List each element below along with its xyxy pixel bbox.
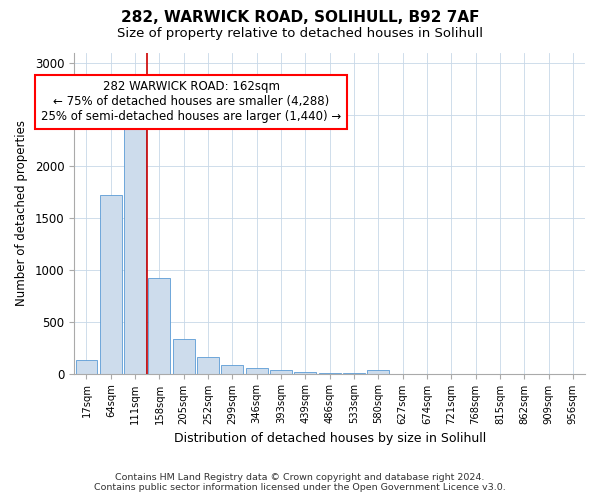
Bar: [124, 128, 146, 374]
Bar: [100, 196, 122, 374]
Y-axis label: Number of detached properties: Number of detached properties: [15, 120, 28, 306]
Bar: [246, 368, 268, 374]
Bar: [319, 372, 341, 374]
Text: Contains HM Land Registry data © Crown copyright and database right 2024.
Contai: Contains HM Land Registry data © Crown c…: [94, 473, 506, 492]
Bar: [221, 365, 244, 374]
Bar: [367, 370, 389, 374]
Text: 282, WARWICK ROAD, SOLIHULL, B92 7AF: 282, WARWICK ROAD, SOLIHULL, B92 7AF: [121, 10, 479, 25]
Bar: [197, 357, 219, 374]
Bar: [173, 339, 194, 374]
Bar: [343, 373, 365, 374]
X-axis label: Distribution of detached houses by size in Solihull: Distribution of detached houses by size …: [173, 432, 486, 445]
Bar: [295, 372, 316, 374]
Bar: [148, 278, 170, 374]
Bar: [270, 370, 292, 374]
Text: Size of property relative to detached houses in Solihull: Size of property relative to detached ho…: [117, 28, 483, 40]
Bar: [76, 360, 97, 374]
Text: 282 WARWICK ROAD: 162sqm
← 75% of detached houses are smaller (4,288)
25% of sem: 282 WARWICK ROAD: 162sqm ← 75% of detach…: [41, 80, 341, 124]
